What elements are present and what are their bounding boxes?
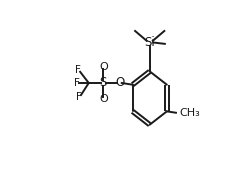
Text: O: O — [99, 62, 107, 72]
Text: S: S — [99, 77, 107, 89]
Text: CH₃: CH₃ — [178, 108, 199, 118]
Text: Si: Si — [144, 36, 154, 49]
Text: F: F — [74, 78, 79, 88]
Text: O: O — [115, 77, 124, 89]
Text: O: O — [99, 94, 107, 104]
Text: F: F — [76, 92, 82, 102]
Text: F: F — [75, 65, 81, 75]
